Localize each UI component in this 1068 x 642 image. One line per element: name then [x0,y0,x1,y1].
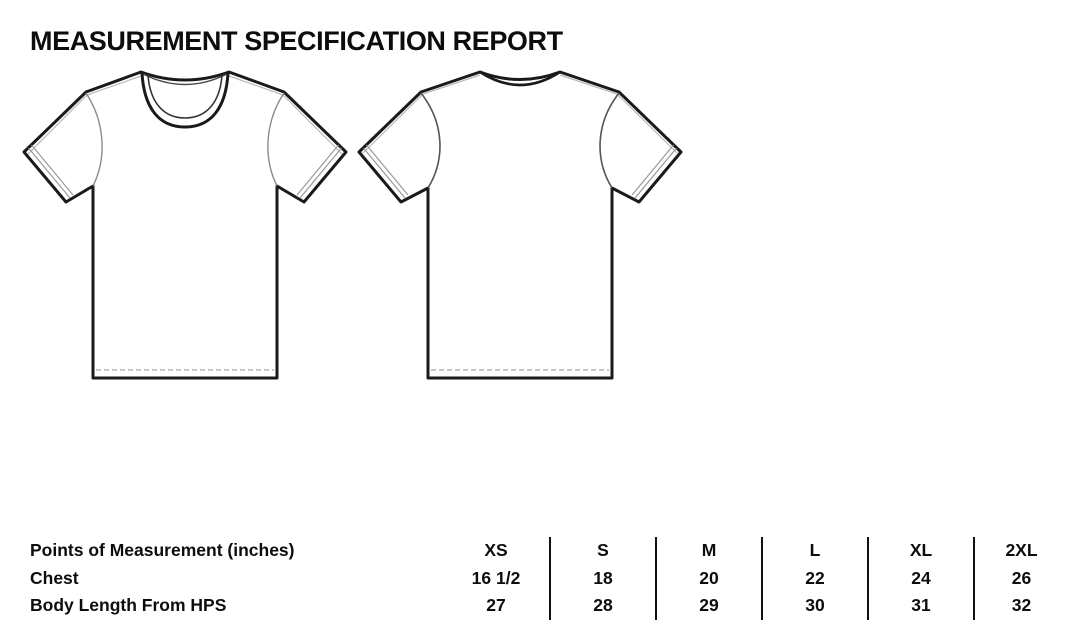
size-header-s: S [597,540,609,561]
size-column-s: S 18 28 [549,537,655,620]
tshirt-front-drawing [22,70,348,380]
tshirt-back-drawing [357,70,683,380]
size-header-2xl: 2XL [1005,540,1038,561]
table-header-points-of-measurement: Points of Measurement (inches) [30,540,295,561]
front-neckline-outer [140,72,230,129]
back-right-shoulder-seam [559,74,678,154]
chest-value-xs: 16 1/2 [471,567,521,588]
size-header-xl: XL [909,540,933,561]
body-length-value-l: 30 [805,595,825,616]
back-collar-band [479,70,561,87]
size-column-xs: XS 16 1/2 27 [443,537,549,620]
front-right-armhole-seam [267,92,285,187]
back-left-armhole-seam [420,92,441,189]
body-length-value-xl: 31 [911,595,931,616]
measurement-table: Points of Measurement (inches) Chest Bod… [30,537,1068,620]
chest-value-xl: 24 [911,567,931,588]
size-column-l: L 22 30 [761,537,867,620]
row-label-body-length: Body Length From HPS [30,595,227,616]
row-label-chest: Chest [30,567,79,588]
size-header-xs: XS [484,540,508,561]
size-header-m: M [701,540,717,561]
front-back-neck-band-line [142,73,228,86]
size-header-l: L [809,540,821,561]
body-length-value-2xl: 32 [1011,595,1032,616]
tshirt-front-outline [22,70,348,380]
chest-value-m: 20 [699,567,719,588]
front-left-sleeve-cuff-stitch [28,144,74,199]
chest-value-l: 22 [805,567,825,588]
front-right-sleeve-cuff-stitch [296,144,342,199]
back-right-armhole-seam [599,92,620,189]
front-neckline-rib-inner [147,74,223,119]
body-length-value-xs: 27 [486,595,506,616]
back-left-sleeve-cuff-stitch [363,144,409,199]
front-left-armhole-seam [85,92,103,187]
size-column-2xl: 2XL 26 32 [973,537,1068,620]
size-column-xl: XL 24 31 [867,537,973,620]
chest-value-s: 18 [593,567,613,588]
body-length-value-m: 29 [699,595,719,616]
body-length-value-s: 28 [593,595,613,616]
tshirt-back-outline [357,70,683,380]
chest-value-2xl: 26 [1011,567,1032,588]
back-right-sleeve-cuff-stitch [631,144,677,199]
measurement-table-label-column: Points of Measurement (inches) Chest Bod… [30,537,443,620]
back-left-shoulder-seam [362,74,481,154]
size-column-m: M 20 29 [655,537,761,620]
page-title: MEASUREMENT SPECIFICATION REPORT [30,26,563,57]
